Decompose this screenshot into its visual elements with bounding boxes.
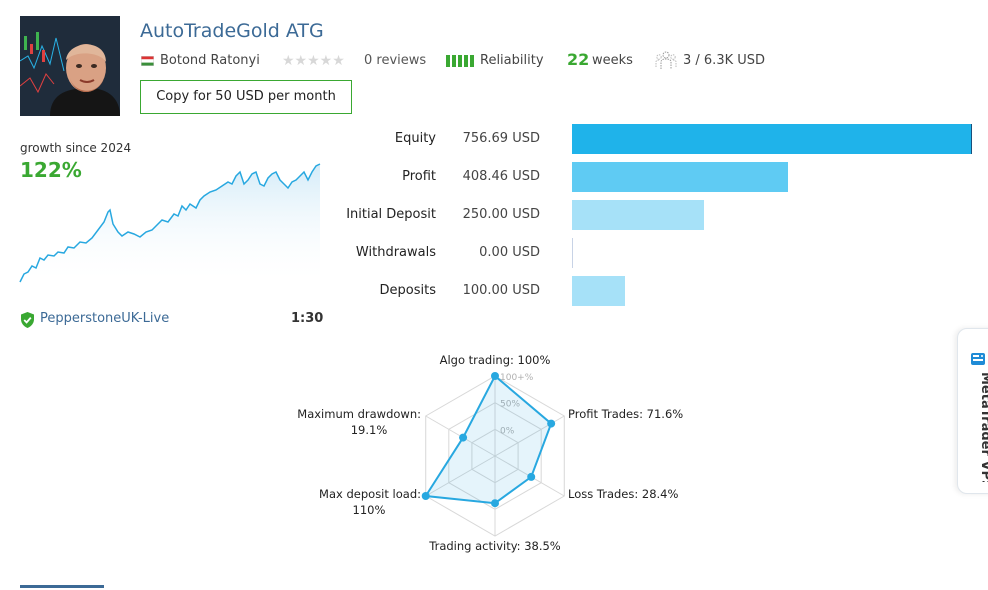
weeks-label: weeks (592, 52, 633, 70)
radar-axis-label: 19.1% (351, 423, 388, 437)
radar-data-point (459, 434, 467, 442)
weeks-value: 22 (567, 50, 589, 69)
broker-server-link[interactable]: PepperstoneUK-Live (40, 311, 169, 326)
radar-axis-label: 110% (353, 503, 386, 517)
reviews-count[interactable]: 0 reviews (364, 52, 426, 70)
reliability-label: Reliability (480, 52, 544, 70)
vps-tab-label[interactable]: MetaTrader VPS (962, 372, 988, 482)
radar-axis-label: Maximum drawdown: (297, 407, 421, 421)
radar-data-point (527, 473, 535, 481)
stat-bar (572, 124, 972, 154)
stat-label: Deposits (306, 281, 436, 301)
radar-chart: 100+%50%0%Algo trading: 100%Profit Trade… (290, 348, 710, 558)
hungary-flag-icon (141, 56, 154, 66)
stat-label: Profit (306, 167, 436, 187)
stat-bar (572, 276, 625, 306)
verified-shield-icon (20, 312, 35, 328)
copy-subscribe-button[interactable]: Copy for 50 USD per month (140, 80, 352, 114)
subscribers-value: 3 / 6.3K USD (683, 52, 765, 70)
author-avatar[interactable] (20, 16, 120, 116)
radar-axis-label: Profit Trades: 71.6% (568, 407, 683, 421)
stat-label: Equity (306, 129, 436, 149)
stat-value: 408.46 USD (430, 167, 540, 187)
radar-data-point (491, 499, 499, 507)
radar-axis-label: Loss Trades: 28.4% (568, 487, 678, 501)
stat-value: 100.00 USD (430, 281, 540, 301)
growth-label: growth since 2024 (20, 141, 131, 155)
radar-scale-label: 100+% (500, 373, 534, 383)
growth-sparkline-chart[interactable] (18, 160, 322, 286)
stat-value: 250.00 USD (430, 205, 540, 225)
tab-underline (20, 585, 104, 588)
stat-bar (572, 200, 704, 230)
stat-label: Initial Deposit (306, 205, 436, 225)
sparkline-area (20, 164, 320, 286)
radar-data-polygon (426, 376, 551, 503)
stat-label: Withdrawals (306, 243, 436, 263)
vps-tab-text: MetaTrader VPS (978, 372, 988, 482)
radar-axis-label: Max deposit load: (319, 487, 421, 501)
radar-axis-label: Trading activity: 38.5% (428, 539, 561, 553)
vps-server-icon[interactable] (970, 351, 986, 367)
author-name[interactable]: Botond Ratonyi (160, 52, 260, 70)
radar-data-point (491, 372, 499, 380)
stat-value: 756.69 USD (430, 129, 540, 149)
radar-data-point (422, 492, 430, 500)
rating-stars-icon: ★★★★★ (282, 53, 345, 69)
stat-bar (572, 238, 573, 268)
reliability-bars-icon (446, 55, 476, 67)
leverage-value: 1:30 (291, 311, 323, 326)
stat-bar (572, 162, 788, 192)
radar-axis-label: Algo trading: 100% (440, 353, 551, 367)
signal-title[interactable]: AutoTradeGold ATG (140, 20, 324, 42)
subscribers-icon (655, 50, 677, 70)
radar-data-point (547, 420, 555, 428)
stat-value: 0.00 USD (430, 243, 540, 263)
